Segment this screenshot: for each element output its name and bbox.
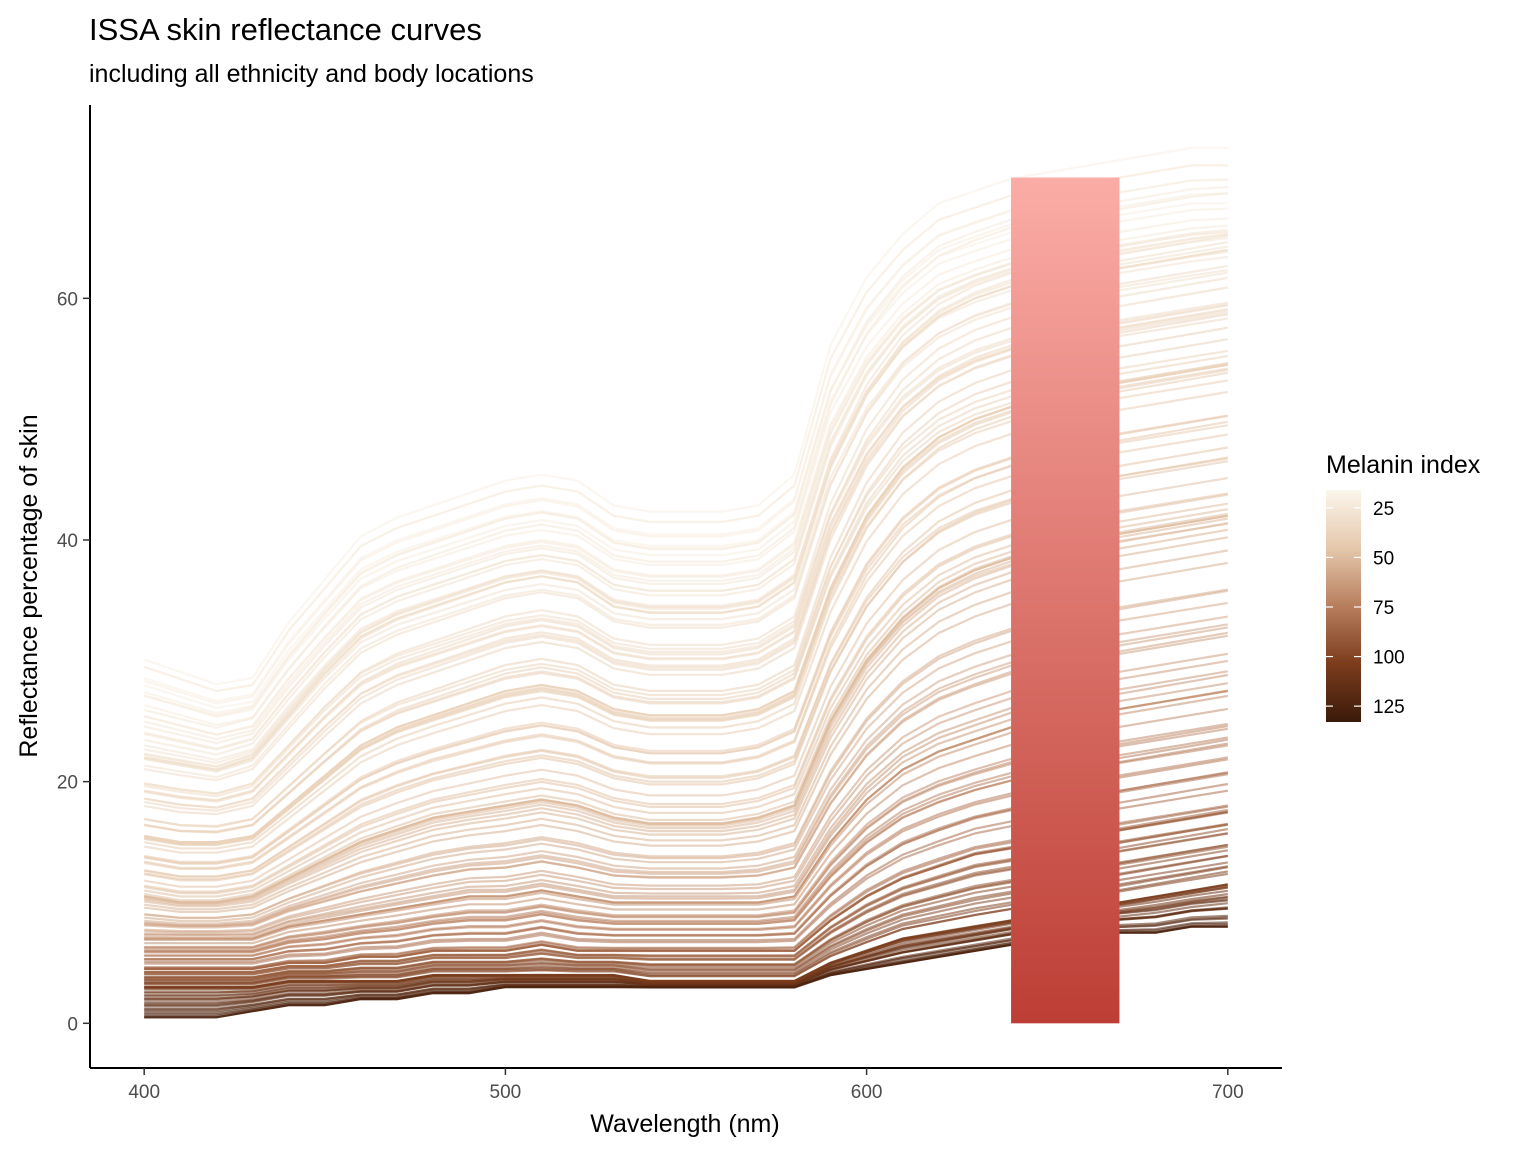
chart-title: ISSA skin reflectance curves	[89, 12, 482, 47]
y-tick-label: 40	[57, 531, 78, 552]
y-tick-label: 0	[67, 1014, 78, 1035]
legend-title: Melanin index	[1326, 451, 1481, 479]
x-axis-title: Wavelength (nm)	[590, 1110, 779, 1138]
chart-subtitle: including all ethnicity and body locatio…	[89, 60, 534, 88]
y-tick-label: 20	[57, 773, 78, 794]
x-tick-label: 400	[128, 1082, 160, 1103]
x-tick-label: 500	[490, 1082, 522, 1103]
x-tick-label: 700	[1212, 1082, 1244, 1103]
highlight-band-group	[1011, 177, 1120, 1024]
highlight-band	[1011, 177, 1120, 1024]
legend-label: 50	[1373, 548, 1394, 569]
y-tick-label: 60	[57, 289, 78, 310]
x-tick-label: 600	[851, 1082, 883, 1103]
legend: Melanin index 25 50 75 100 125	[1326, 451, 1481, 722]
axes: 400 500 600 700 0 20 40 60	[57, 105, 1282, 1103]
interp-curve	[143, 146, 1228, 686]
legend-colorbar	[1326, 490, 1361, 722]
legend-label: 100	[1373, 648, 1405, 669]
legend-label: 75	[1373, 598, 1394, 619]
legend-label: 25	[1373, 499, 1394, 520]
y-axis-title: Reflectance percentage of skin	[15, 414, 43, 757]
legend-label: 125	[1373, 697, 1405, 718]
